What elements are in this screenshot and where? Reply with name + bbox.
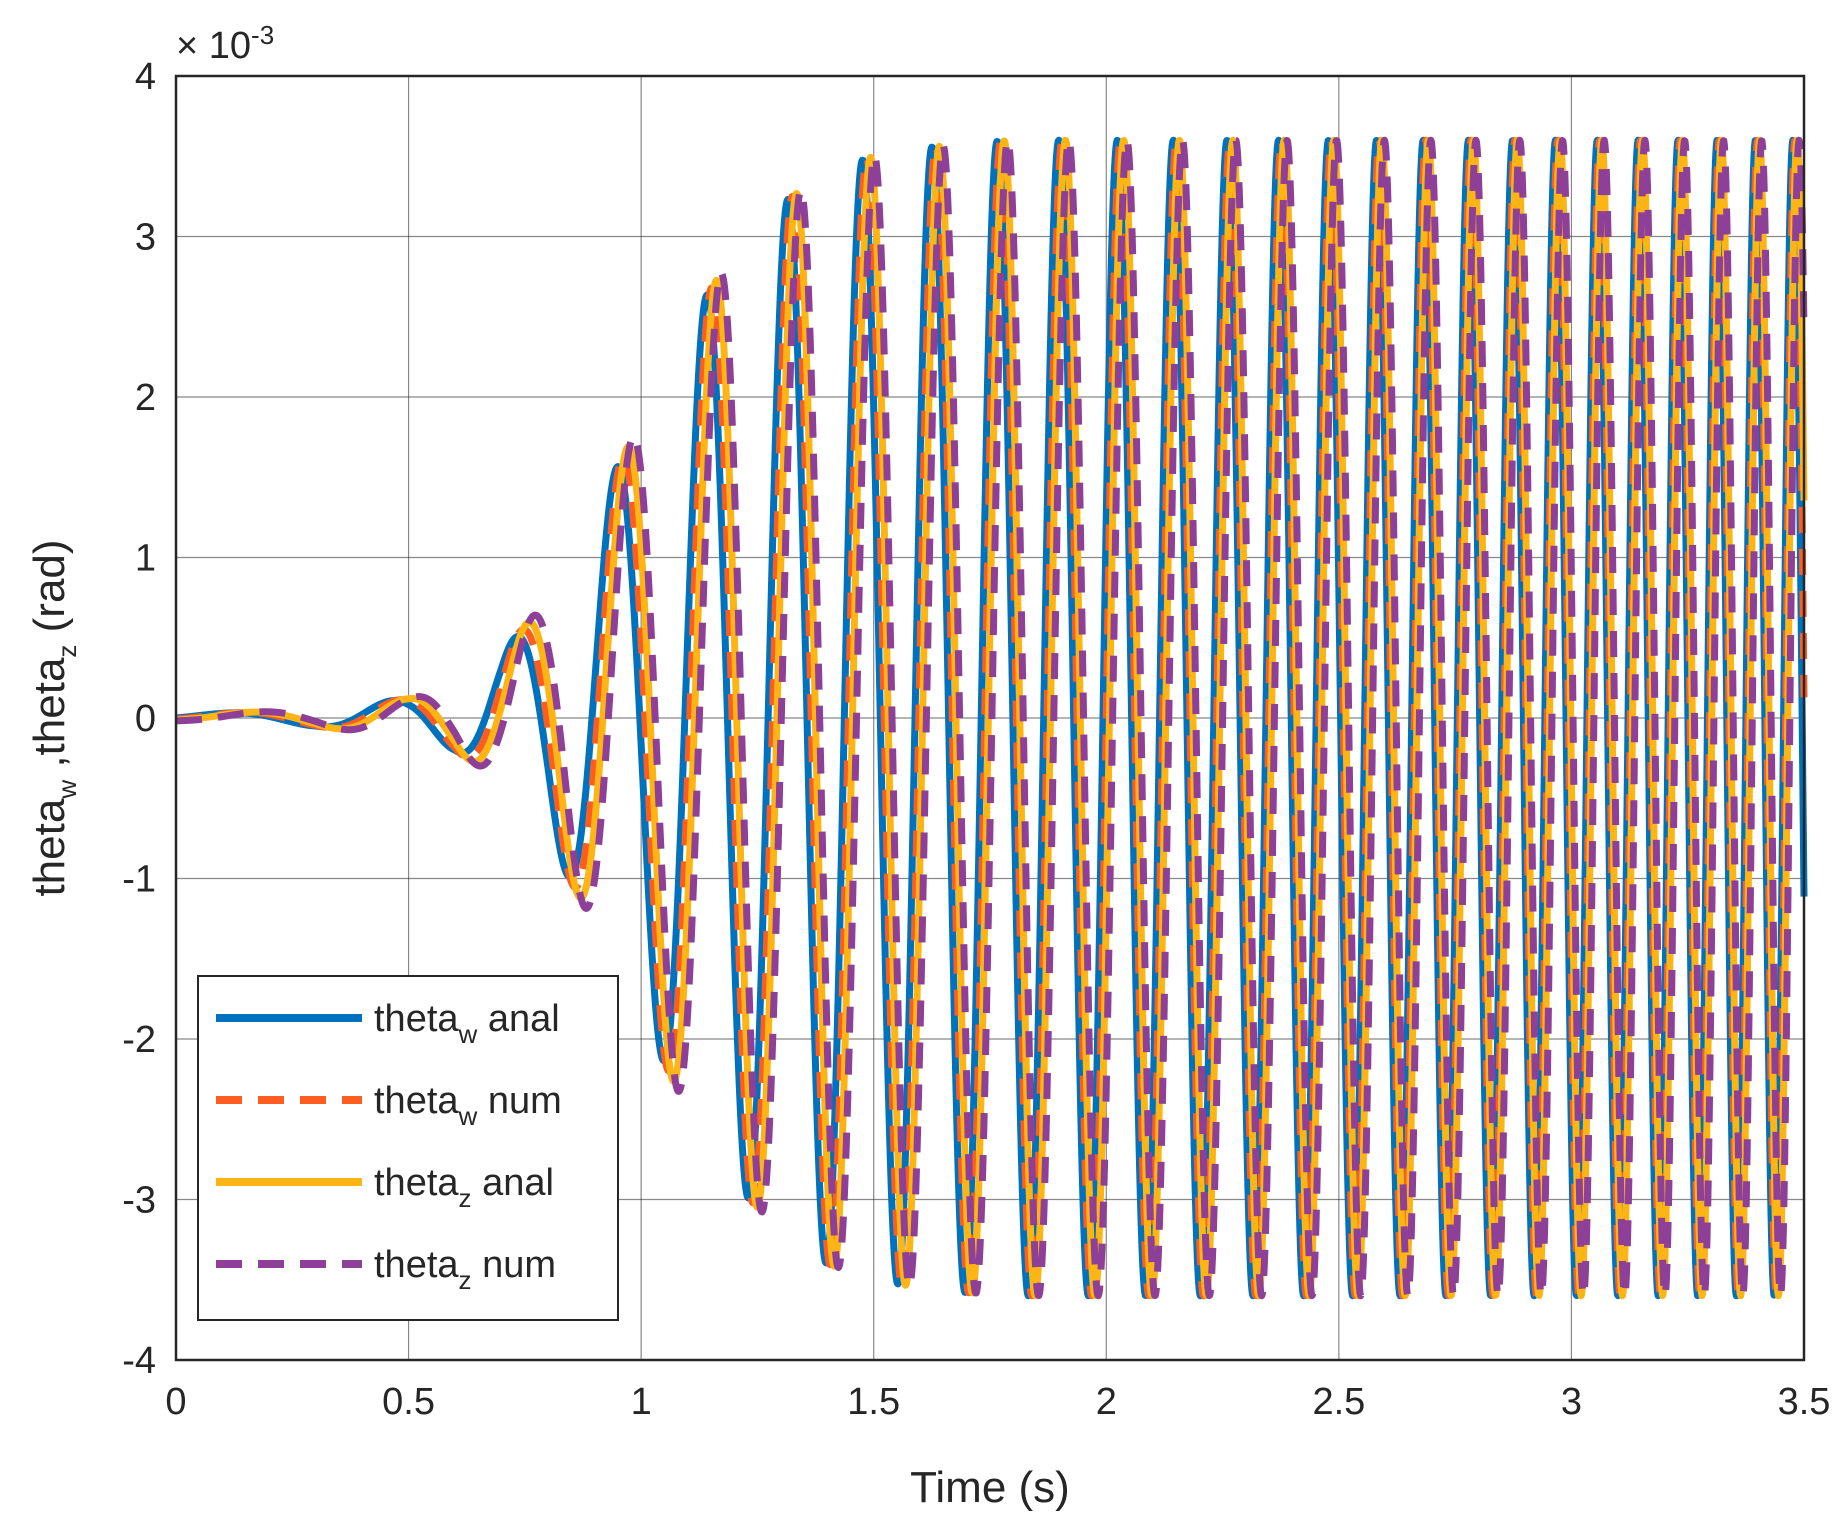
x-tick-labels: 0 0.5 1 1.5 2 2.5 3 3.5: [165, 1381, 1830, 1423]
x-tick-label: 1.5: [847, 1381, 900, 1423]
y-tick-label: -4: [122, 1340, 156, 1382]
x-tick-label: 1: [631, 1381, 652, 1423]
x-axis-label: Time (s): [910, 1463, 1070, 1512]
x-tick-label: 2: [1096, 1381, 1117, 1423]
legend: thetaw anal thetaw num thetaz anal thetaz n…: [197, 975, 619, 1321]
legend-label-0: thetaw anal: [374, 998, 560, 1049]
y-tick-label: 3: [135, 217, 156, 259]
traces: [173, 136, 1808, 1300]
y-tick-label: 4: [135, 56, 156, 98]
y-tick-label: 1: [135, 538, 156, 580]
plot-frame: [174, 74, 1806, 1362]
x-tick-label: 0.5: [382, 1381, 435, 1423]
x-tick-label: 2.5: [1312, 1381, 1365, 1423]
y-tick-label: -2: [122, 1019, 156, 1061]
series-line-3: [173, 136, 1808, 1300]
legend-label-1: thetaw num: [374, 1080, 562, 1131]
y-tick-labels: 4 3 2 1 0 -1 -2 -3 -4: [122, 56, 156, 1382]
y-exponent: × 10-3: [176, 20, 274, 67]
x-tick-label: 3: [1561, 1381, 1582, 1423]
y-tick-label: -1: [122, 859, 156, 901]
legend-label-2: thetaz anal: [374, 1162, 554, 1213]
y-tick-label: -3: [122, 1180, 156, 1222]
legend-label-3: thetaz num: [374, 1244, 556, 1295]
y-tick-label: 2: [135, 377, 156, 419]
y-axis-label: thetaw ,thetaz (rad): [25, 539, 82, 896]
x-tick-label: 3.5: [1778, 1381, 1831, 1423]
x-tick-label: 0: [165, 1381, 186, 1423]
y-tick-label: 0: [135, 698, 156, 740]
